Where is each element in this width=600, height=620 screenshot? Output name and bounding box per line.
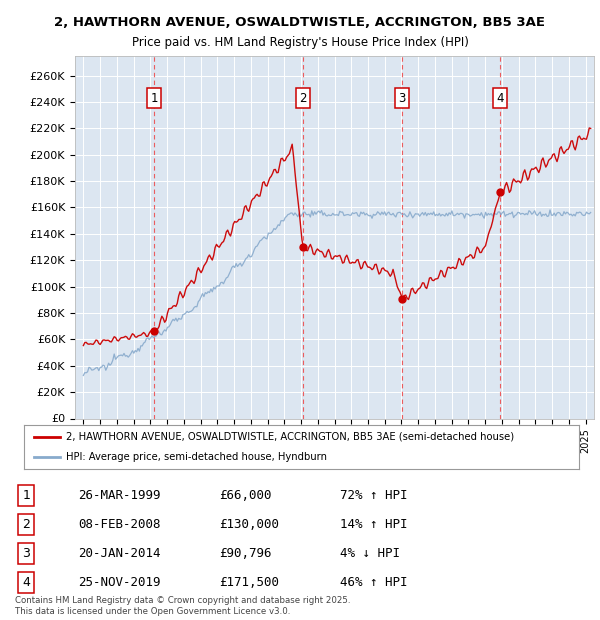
Text: 4: 4	[496, 92, 504, 105]
Text: 2, HAWTHORN AVENUE, OSWALDTWISTLE, ACCRINGTON, BB5 3AE: 2, HAWTHORN AVENUE, OSWALDTWISTLE, ACCRI…	[55, 16, 545, 29]
Text: 2: 2	[22, 518, 31, 531]
Text: £130,000: £130,000	[220, 518, 280, 531]
Text: 1: 1	[151, 92, 158, 105]
Text: 4% ↓ HPI: 4% ↓ HPI	[340, 547, 400, 560]
Text: Contains HM Land Registry data © Crown copyright and database right 2025.
This d: Contains HM Land Registry data © Crown c…	[15, 596, 350, 616]
Text: 72% ↑ HPI: 72% ↑ HPI	[340, 489, 408, 502]
Text: 2: 2	[299, 92, 307, 105]
Text: £171,500: £171,500	[220, 576, 280, 589]
Text: Price paid vs. HM Land Registry's House Price Index (HPI): Price paid vs. HM Land Registry's House …	[131, 36, 469, 49]
Text: 1: 1	[22, 489, 31, 502]
Text: 08-FEB-2008: 08-FEB-2008	[78, 518, 161, 531]
Text: 20-JAN-2014: 20-JAN-2014	[78, 547, 161, 560]
Text: 3: 3	[22, 547, 31, 560]
Text: £90,796: £90,796	[220, 547, 272, 560]
Text: 25-NOV-2019: 25-NOV-2019	[78, 576, 161, 589]
Text: 14% ↑ HPI: 14% ↑ HPI	[340, 518, 408, 531]
Text: 4: 4	[22, 576, 31, 589]
Text: 2, HAWTHORN AVENUE, OSWALDTWISTLE, ACCRINGTON, BB5 3AE (semi-detached house): 2, HAWTHORN AVENUE, OSWALDTWISTLE, ACCRI…	[65, 432, 514, 442]
Text: £66,000: £66,000	[220, 489, 272, 502]
Text: HPI: Average price, semi-detached house, Hyndburn: HPI: Average price, semi-detached house,…	[65, 452, 326, 463]
Text: 46% ↑ HPI: 46% ↑ HPI	[340, 576, 408, 589]
Text: 26-MAR-1999: 26-MAR-1999	[78, 489, 161, 502]
Text: 3: 3	[398, 92, 406, 105]
